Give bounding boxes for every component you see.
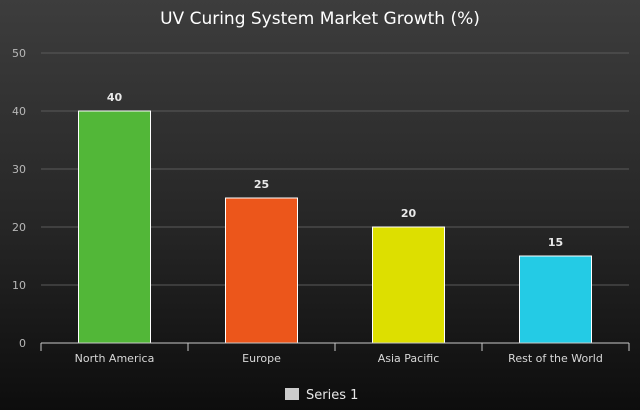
y-tick-label-10: 10	[12, 279, 26, 292]
y-tick-label-20: 20	[12, 221, 26, 234]
legend[interactable]: Series 1	[285, 388, 358, 403]
x-tick-label-3: Asia Pacific	[378, 352, 440, 365]
x-tick-label-2: Europe	[242, 352, 281, 365]
bar-2	[225, 197, 298, 344]
legend-label-series-1[interactable]: Series 1	[306, 388, 358, 403]
x-tick-label-1: North America	[75, 352, 155, 365]
legend-swatch[interactable]	[285, 388, 299, 400]
data-label-3: 20	[401, 207, 417, 220]
x-tick-label-4: Rest of the World	[508, 352, 603, 365]
y-tick-label-0: 0	[19, 337, 26, 350]
data-label-2: 25	[254, 178, 269, 191]
chart-title: UV Curing System Market Growth (%)	[160, 9, 480, 29]
y-tick-label-40: 40	[12, 105, 26, 118]
y-tick-label-50: 50	[12, 47, 26, 60]
data-label-1: 40	[107, 91, 123, 104]
bars	[78, 110, 592, 344]
data-label-4: 15	[548, 236, 563, 249]
bar-4	[519, 255, 592, 344]
y-tick-label-30: 30	[12, 163, 26, 176]
x-axis: North America Europe Asia Pacific Rest of t…	[40, 342, 630, 365]
y-axis-ticks: 0 10 20 30 40 50	[12, 47, 26, 350]
data-labels: 40 25 20 15	[107, 91, 563, 249]
bar-1	[78, 110, 151, 344]
bar-3	[372, 226, 445, 344]
